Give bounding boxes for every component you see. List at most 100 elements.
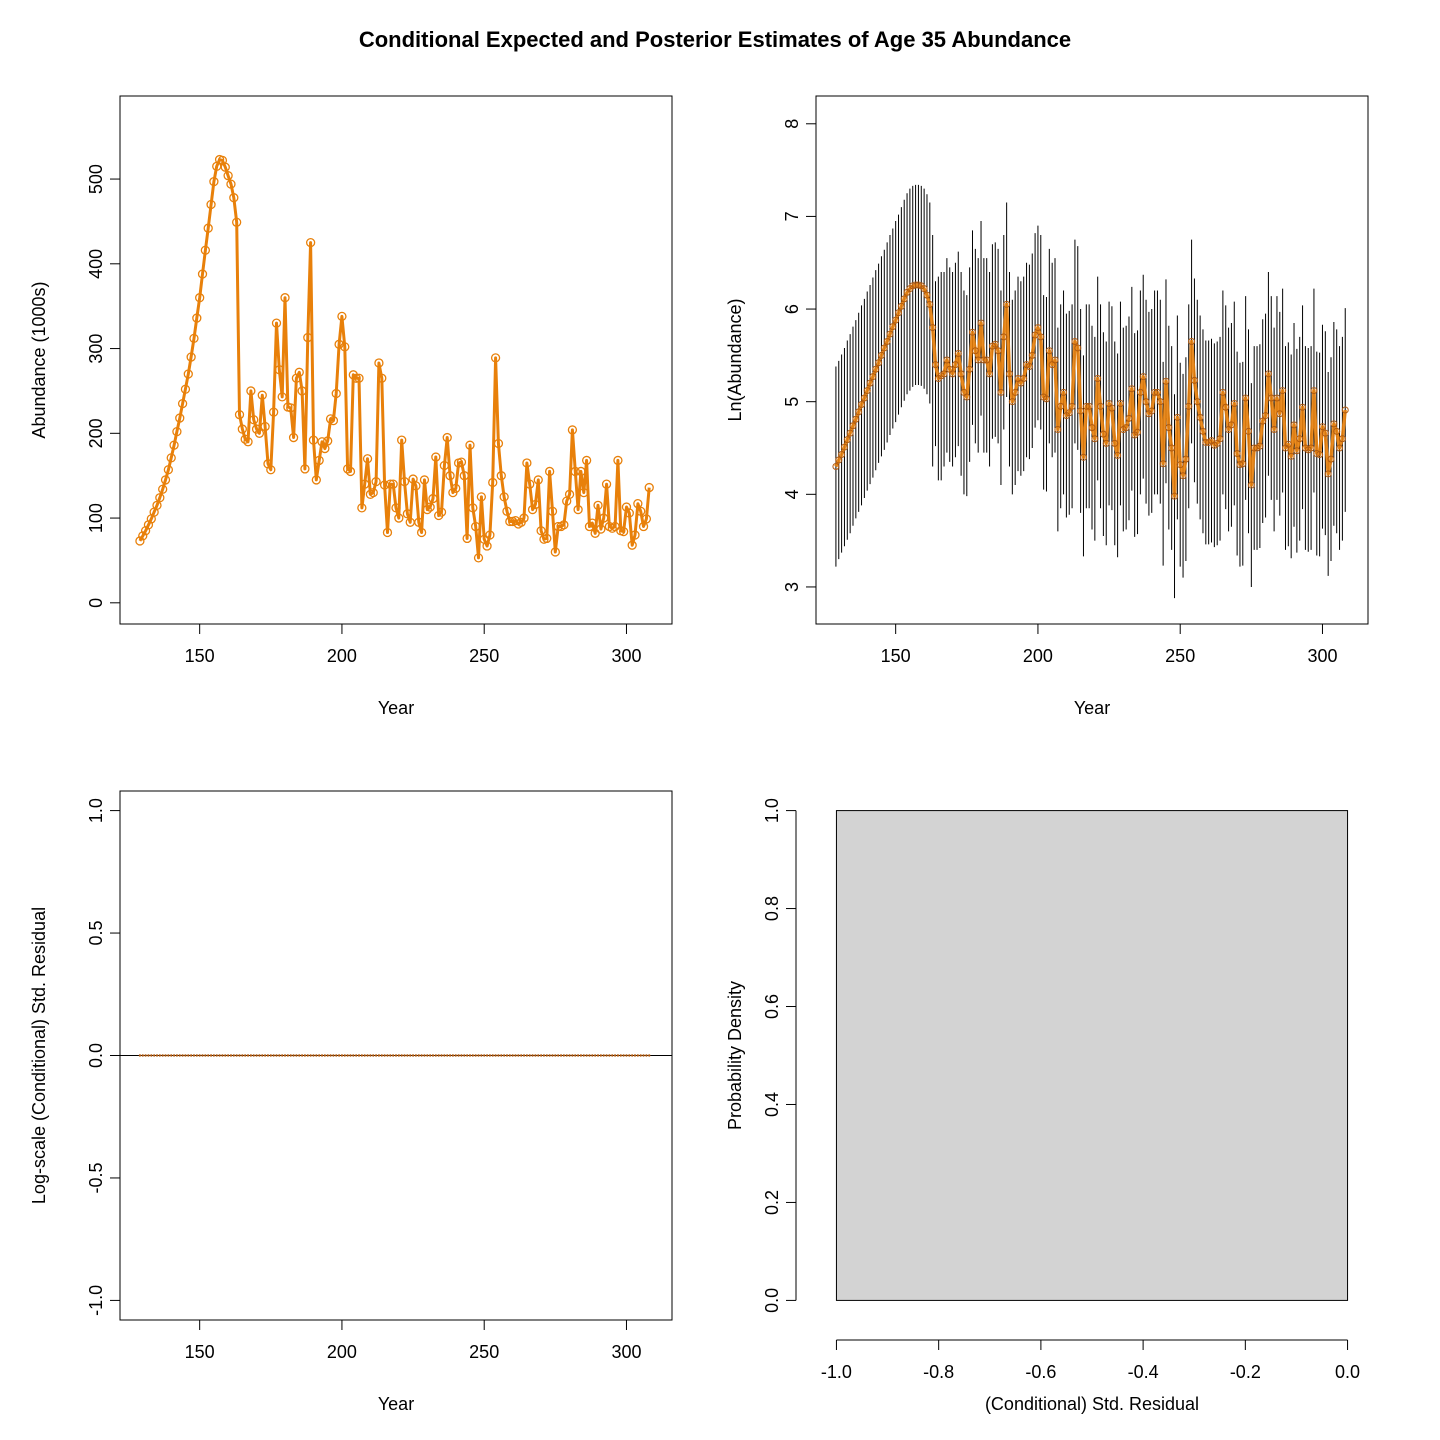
abundance-point: [274, 365, 284, 375]
abundance-point: [493, 438, 504, 449]
residual-point: [511, 1054, 514, 1057]
abundance-point: [308, 435, 319, 445]
residual-point: [346, 1054, 349, 1057]
log-abundance-point: [892, 316, 900, 324]
abundance-point: [527, 504, 538, 515]
log-abundance-point: [889, 323, 897, 331]
x-axis-title: Year: [1074, 698, 1110, 718]
residual-point: [457, 1054, 460, 1057]
x-tick-label: 150: [185, 1342, 215, 1362]
log-abundance-point: [1139, 373, 1147, 381]
abundance-point: [505, 516, 515, 527]
residual-point: [591, 1054, 594, 1057]
abundance-point: [573, 504, 583, 515]
log-abundance-point: [1099, 430, 1107, 438]
log-abundance-point: [1045, 347, 1053, 355]
residual-point: [369, 1054, 372, 1057]
residual-point: [372, 1054, 375, 1057]
log-abundance-point: [971, 347, 979, 355]
abundance-point: [414, 517, 424, 527]
abundance-point: [143, 520, 154, 530]
log-abundance-point: [954, 350, 962, 358]
residual-point: [258, 1054, 261, 1057]
residual-point: [306, 1054, 309, 1057]
abundance-point: [305, 237, 316, 248]
figure-title: Conditional Expected and Posterior Estim…: [359, 27, 1071, 52]
log-abundance-point: [1259, 417, 1267, 425]
residual-point: [320, 1054, 324, 1057]
log-abundance-point: [1247, 481, 1255, 489]
residual-point: [323, 1054, 327, 1057]
abundance-point: [311, 475, 321, 485]
abundance-point: [576, 466, 586, 477]
abundance-point: [192, 313, 202, 323]
residual-point: [357, 1054, 361, 1057]
abundance-point: [180, 384, 191, 394]
abundance-point: [186, 352, 196, 362]
residual-point: [517, 1054, 520, 1057]
abundance-point: [232, 217, 242, 227]
residual-point: [505, 1054, 509, 1057]
log-abundance-point: [966, 365, 974, 373]
abundance-point: [155, 493, 165, 503]
log-abundance-point: [1324, 470, 1332, 478]
residual-point: [352, 1054, 355, 1057]
abundance-point: [246, 386, 256, 396]
log-abundance-point: [849, 422, 857, 430]
residual-point: [152, 1054, 156, 1057]
abundance-point: [334, 339, 344, 349]
residual-point: [522, 1054, 526, 1057]
abundance-point: [209, 176, 219, 187]
log-abundance-point: [1318, 423, 1326, 431]
log-abundance-point: [1199, 427, 1207, 435]
log-abundance-point: [1114, 451, 1122, 459]
y-tick-label: 0.4: [762, 1092, 782, 1117]
residual-point: [562, 1054, 566, 1057]
log-abundance-point: [1290, 421, 1298, 429]
residual-point: [434, 1054, 438, 1057]
abundance-point: [397, 435, 407, 445]
log-abundance-point: [1085, 402, 1093, 410]
abundance-point: [391, 503, 401, 513]
residual-point: [474, 1054, 477, 1057]
log-abundance-point: [835, 456, 843, 464]
abundance-point: [544, 466, 555, 477]
log-abundance-point: [1264, 370, 1272, 378]
y-tick-label: 100: [86, 503, 106, 533]
log-abundance-point: [929, 324, 937, 332]
abundance-point: [138, 531, 148, 541]
residual-point: [207, 1054, 210, 1057]
abundance-point: [416, 527, 427, 538]
y-tick-label: 6: [782, 304, 802, 314]
log-abundance-point: [920, 285, 928, 293]
y-axis-title: Probability Density: [725, 981, 745, 1130]
abundance-point: [485, 530, 495, 540]
y-tick-label: 0.0: [86, 1043, 106, 1068]
log-abundance-panel: 150 200 250 300 3 4 5 6 7 8 Year Ln(Abundance): [725, 95, 1369, 718]
residual-point: [329, 1054, 332, 1057]
residual-point: [303, 1054, 307, 1057]
log-abundance-point: [1125, 414, 1133, 422]
residual-point: [269, 1054, 273, 1057]
residual-point: [386, 1054, 389, 1057]
residual-point: [312, 1054, 315, 1057]
abundance-point: [277, 392, 287, 402]
residual-point: [409, 1054, 412, 1057]
residual-point: [585, 1054, 588, 1057]
abundance-point: [175, 413, 185, 423]
residual-point: [622, 1054, 625, 1057]
log-abundance-point: [994, 347, 1002, 355]
abundance-point: [360, 479, 370, 489]
residual-point: [354, 1054, 358, 1057]
log-abundance-point: [1091, 435, 1099, 443]
x-tick-label: 200: [327, 1342, 357, 1362]
residual-point: [414, 1054, 418, 1057]
abundance-point: [234, 410, 245, 420]
residual-point: [275, 1054, 278, 1057]
log-abundance-point: [1219, 388, 1227, 396]
log-abundance-point: [1338, 435, 1346, 443]
residual-point: [494, 1054, 497, 1057]
abundance-point: [135, 536, 145, 546]
residual-point: [158, 1054, 162, 1057]
abundance-point: [439, 460, 450, 471]
